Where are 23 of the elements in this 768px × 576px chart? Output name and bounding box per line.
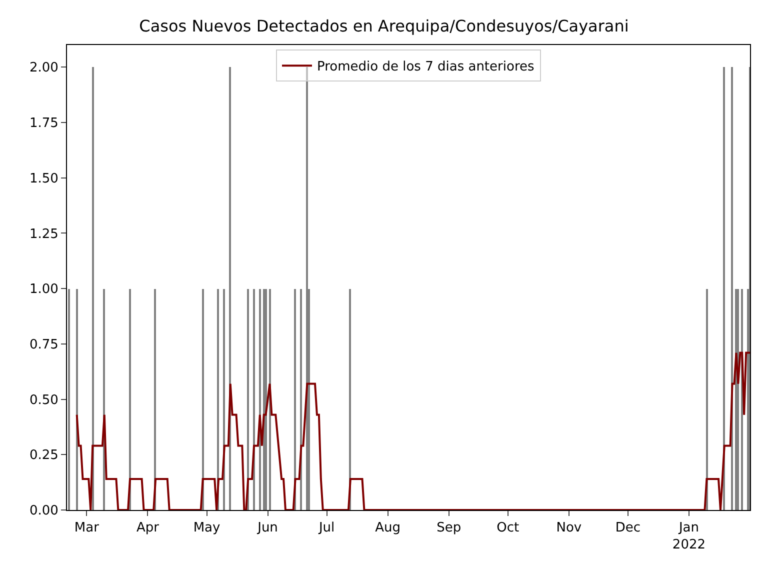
x-tick-label: Jun	[256, 520, 278, 536]
y-tick-label: 0.75	[29, 337, 58, 352]
y-tick-label: 1.00	[29, 282, 58, 298]
y-tick-label: 1.75	[29, 116, 58, 132]
legend-label: Promedio de los 7 dias anteriores	[317, 60, 534, 75]
x-tick-label: Jan 2022	[672, 520, 706, 552]
x-tick-label: Nov	[556, 520, 582, 536]
x-tick-label: Sep	[436, 520, 462, 536]
x-tick-label: Dec	[615, 520, 641, 536]
y-tick-label: 0.00	[29, 504, 58, 519]
line-series	[76, 352, 750, 510]
x-tick-label: Oct	[496, 520, 520, 536]
y-tick-label: 0.50	[29, 392, 58, 408]
y-tick-label: 1.50	[29, 171, 58, 186]
x-tick-label: Mar	[74, 520, 100, 536]
x-tick-label: Jul	[318, 520, 335, 536]
x-tick-label: Apr	[136, 520, 160, 536]
chart-title: Casos Nuevos Detectados en Arequipa/Condesuyos/Cayarani	[139, 16, 629, 36]
y-tick-label: 1.25	[29, 226, 58, 242]
x-tick-label: May	[193, 520, 220, 536]
y-tick-label: 0.25	[29, 448, 58, 464]
y-tick-label: 2.00	[29, 60, 58, 76]
x-tick-label: Aug	[375, 520, 401, 536]
